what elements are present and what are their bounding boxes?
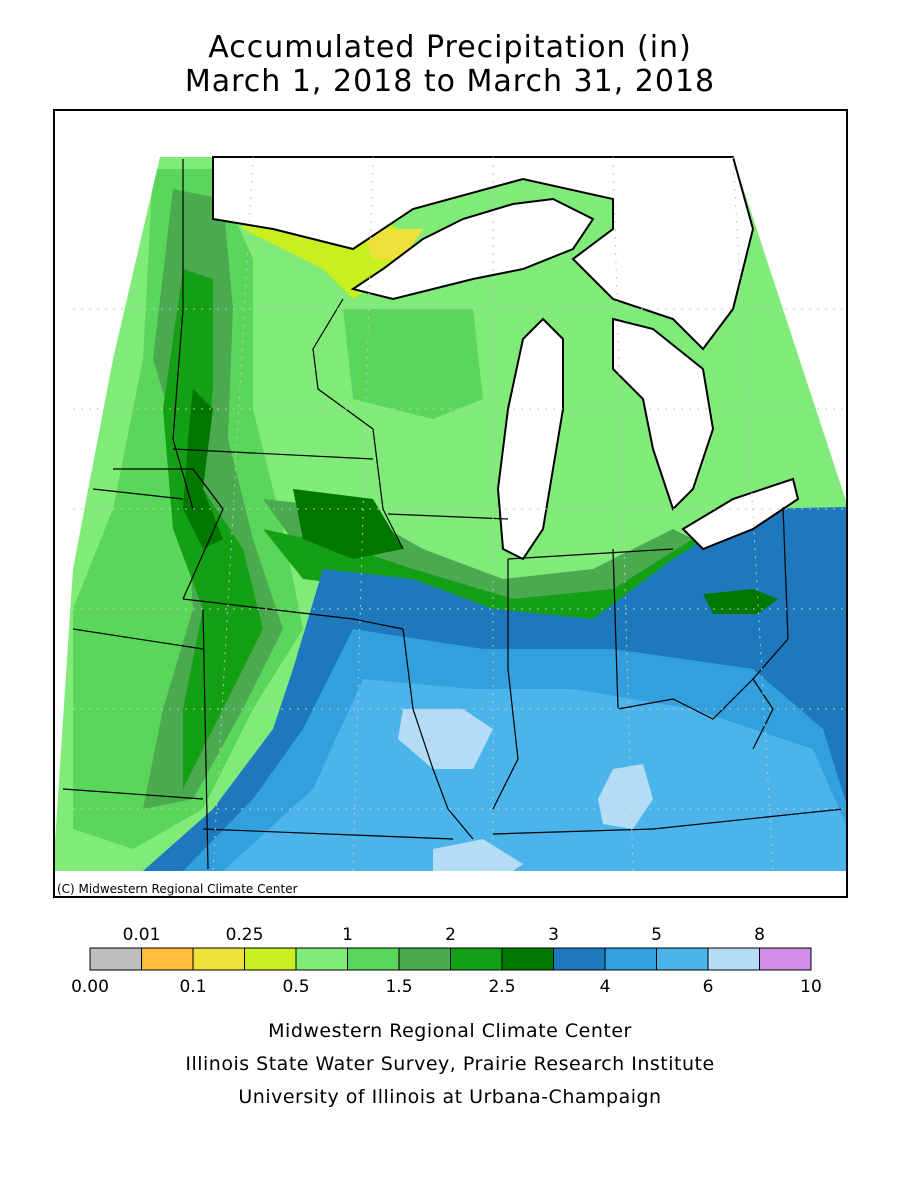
boundary-in-oh: [612, 548, 619, 710]
legend-bottom-label: 4: [600, 977, 611, 997]
map-title: Accumulated Precipitation (in): [208, 30, 692, 65]
credit-mrcc: Midwestern Regional Climate Center: [268, 1020, 632, 1042]
credit-isws: Illinois State Water Survey, Prairie Res…: [185, 1053, 715, 1075]
boundary-il-wi: [387, 513, 509, 520]
legend-swatch-5: [347, 947, 400, 971]
boundary-nd-mn: [172, 159, 194, 510]
legend: 0.01 0.25 1 2 3 5 8 0.00 0.1 0.5 1.5 2.5 4 6 10: [71, 925, 822, 997]
credit-uiuc: University of Illinois at Urbana-Champai…: [238, 1086, 662, 1108]
legend-top-labels: 0.01 0.25 1 2 3 5 8: [123, 925, 765, 945]
legend-swatch-12: [707, 947, 760, 971]
lake-superior: [350, 197, 595, 301]
legend-bar: [89, 947, 812, 971]
boundary-oh-ky: [617, 638, 789, 720]
legend-bottom-labels: 0.00 0.1 0.5 1.5 2.5 4 6 10: [71, 977, 822, 997]
legend-swatch-8: [501, 947, 554, 971]
legend-bottom-label: 0.1: [179, 977, 206, 997]
legend-swatch-13: [759, 947, 812, 971]
legend-top-label: 3: [548, 925, 559, 945]
legend-top-label: 8: [754, 925, 765, 945]
map-date-range: March 1, 2018 to March 31, 2018: [184, 64, 716, 99]
zone-8-10-tennessee: [433, 839, 523, 871]
legend-swatch-4: [295, 947, 348, 971]
copyright-text: (C) Midwestern Regional Climate Center: [57, 882, 298, 896]
lake-michigan: [496, 317, 564, 561]
zone-1.5-2-wisconsin: [343, 309, 483, 419]
legend-top-label: 1: [342, 925, 353, 945]
legend-top-label: 2: [445, 925, 456, 945]
zone-8-10-illinois: [398, 709, 493, 769]
legend-swatch-9: [553, 947, 606, 971]
legend-swatch-0: [89, 947, 142, 971]
legend-top-label: 0.01: [123, 925, 161, 945]
legend-swatch-3: [244, 947, 297, 971]
boundary-sd-ia: [113, 468, 224, 600]
legend-bottom-label: 0.00: [71, 977, 109, 997]
precipitation-map: (C) Midwestern Regional Climate Center: [53, 109, 848, 898]
great-lakes: [212, 156, 800, 561]
lake-erie: [681, 477, 800, 551]
legend-swatch-11: [656, 947, 709, 971]
zone-2.5-3-band: [263, 529, 713, 624]
boundary-ky-tn: [492, 808, 844, 835]
boundary-oh-pa: [782, 506, 789, 640]
boundary-ne-sd: [92, 488, 184, 500]
boundary-ne-ks: [72, 628, 204, 650]
legend-bottom-label: 6: [703, 977, 714, 997]
copyright-box: [53, 877, 338, 897]
zone-3-4-ohio: [703, 589, 778, 614]
boundary-ky-wv: [752, 678, 774, 750]
graticule: [73, 156, 848, 872]
legend-bottom-label: 10: [800, 977, 822, 997]
boundary-mi-in: [507, 548, 674, 560]
boundary-mo-ar: [202, 828, 454, 840]
boundary-mn-ia: [172, 448, 374, 460]
boundary-il-mo-river: [402, 628, 474, 840]
boundary-ia-mo: [182, 598, 404, 630]
legend-swatch-2: [192, 947, 245, 971]
legend-bottom-label: 1.5: [385, 977, 412, 997]
legend-swatch-6: [398, 947, 451, 971]
legend-top-label: 5: [651, 925, 662, 945]
boundary-ks-mo: [202, 608, 209, 870]
legend-top-label: 0.25: [226, 925, 264, 945]
legend-bottom-label: 0.5: [282, 977, 309, 997]
legend-swatch-10: [604, 947, 657, 971]
map-frame: [53, 109, 848, 898]
zone-3-4-band: [293, 489, 403, 559]
legend-swatch-7: [450, 947, 503, 971]
boundary-ks-ok: [62, 788, 204, 800]
lake-huron: [612, 317, 715, 511]
land-beyond: [212, 156, 755, 351]
legend-bottom-label: 2.5: [488, 977, 515, 997]
legend-swatch-1: [141, 947, 194, 971]
boundary-il-in: [492, 559, 519, 810]
zone-6-8: [223, 679, 848, 871]
zone-8-10-kentucky: [598, 764, 653, 829]
